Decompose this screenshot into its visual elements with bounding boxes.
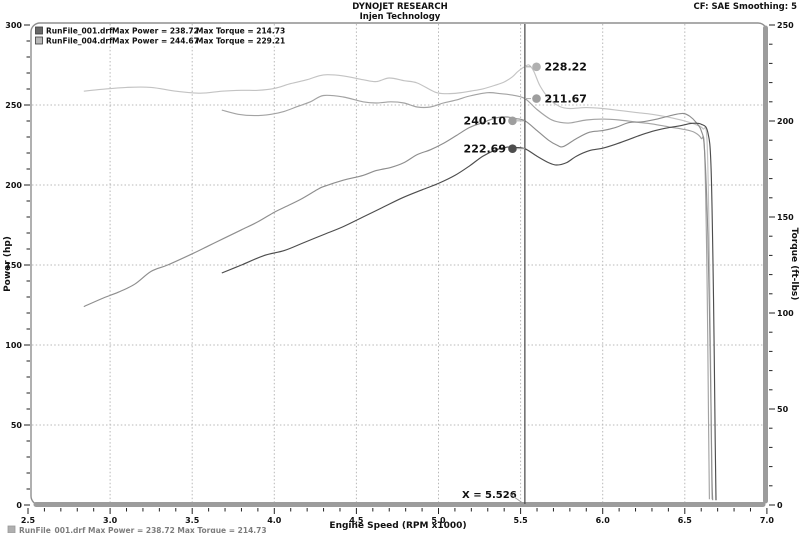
plot-frame (30, 22, 768, 507)
cursor-x-label: X = 5.526 (462, 490, 517, 501)
marker-value-label: 240.10 (464, 115, 507, 128)
correction-info: CF: SAE Smoothing: 5 (694, 2, 798, 12)
run004-torque-curve (83, 64, 713, 500)
cutoff-row-text: RunFile_001.drf Max Power = 238.72 Max T… (19, 526, 267, 533)
x-tick-label: 7.0 (760, 516, 775, 525)
power-axis-title: Power (hp) (3, 236, 13, 292)
run001-torque-curve (221, 92, 710, 500)
cutoff-row-swatch (7, 525, 16, 533)
run001-power-curve (221, 122, 717, 501)
torque-tick-label: 50 (777, 405, 789, 414)
torque-tick-label: 250 (777, 21, 794, 30)
x-tick-label: 3.0 (103, 516, 118, 525)
marker-value-label: 228.22 (545, 61, 587, 74)
power-tick-label: 200 (5, 181, 22, 190)
torque-tick-label: 150 (777, 213, 794, 222)
axis-tick-labels: 2.5 3.0 3.5 4.0 4.5 5.0 5.5 6.0 6.5 7.00501001502… (5, 21, 794, 525)
legend-max-torque: Max Torque = 229.21 (196, 37, 285, 46)
cursor-markers: 228.22 211.67 240.10 222.69 (464, 61, 587, 156)
x-tick-label: 6.5 (678, 516, 693, 525)
legend-max-power: Max Power = 238.72 (112, 27, 199, 36)
run004-power-curve (83, 112, 714, 501)
marker-value-label: 211.67 (545, 92, 587, 105)
legend-file-name: RunFile_004.drf (46, 37, 113, 46)
marker-dot (508, 116, 517, 126)
power-tick-label: 150 (5, 261, 22, 270)
power-tick-label: 0 (16, 501, 22, 510)
power-tick-label: 250 (5, 101, 22, 110)
axis-ticks (24, 24, 775, 514)
power-tick-label: 100 (5, 341, 22, 350)
x-axis-title: Engine Speed (RPM x1000) (329, 521, 466, 531)
dyno-curves (83, 64, 717, 501)
legend-swatch (35, 36, 43, 45)
torque-tick-label: 100 (777, 309, 794, 318)
legend-file-name: RunFile_001.drf (46, 27, 113, 36)
marker-dot (532, 94, 541, 103)
torque-tick-label: 200 (777, 117, 794, 126)
marker-value-label: 222.69 (464, 142, 506, 155)
power-tick-label: 300 (5, 21, 22, 30)
power-tick-label: 50 (11, 421, 23, 430)
legend-max-torque: Max Torque = 214.73 (196, 27, 285, 36)
legend-swatch (35, 26, 43, 35)
x-tick-label: 2.5 (21, 516, 36, 525)
x-tick-label: 4.0 (267, 516, 282, 525)
x-tick-label: 5.0 (431, 516, 446, 525)
x-tick-label: 6.0 (596, 516, 611, 525)
x-tick-label: 4.5 (349, 516, 364, 525)
legend-max-power: Max Power = 244.67 (112, 37, 199, 46)
x-tick-label: 3.5 (185, 516, 200, 525)
x-tick-label: 5.5 (514, 516, 529, 525)
marker-dot (532, 62, 541, 72)
cutoff-legend-row: RunFile_001.drf Max Power = 238.72 Max T… (7, 525, 267, 533)
cursor-label-leader (509, 493, 525, 505)
gridlines (32, 24, 766, 504)
page-subtitle: Injen Technology (360, 12, 441, 22)
torque-tick-label: 0 (777, 501, 783, 510)
torque-axis-title: Torque (ft-lbs) (789, 228, 799, 301)
marker-dot (508, 144, 517, 153)
page-title: DYNOJET RESEARCH (352, 2, 447, 12)
plot-border (30, 22, 768, 506)
